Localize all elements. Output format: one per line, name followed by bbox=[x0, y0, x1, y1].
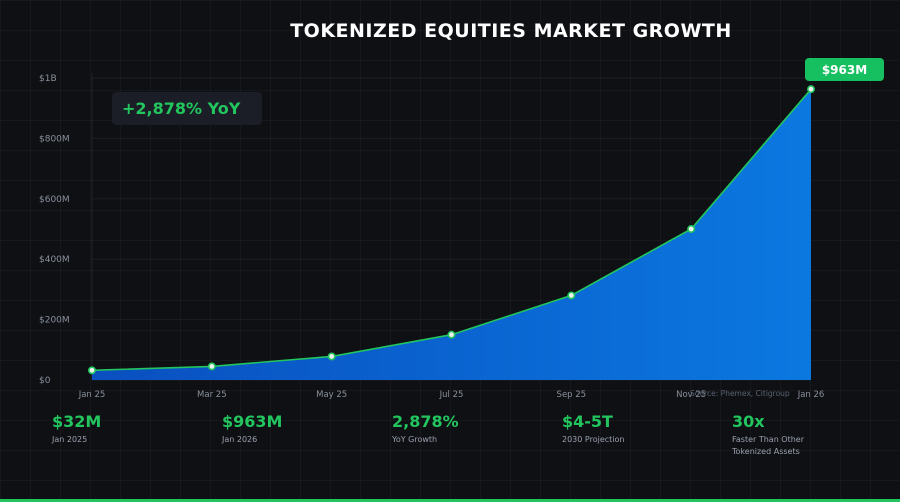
x-tick-label: Jul 25 bbox=[439, 390, 464, 400]
end-value-badge: $963M bbox=[805, 58, 884, 81]
stat-yoy-growth: 2,878% YoY Growth bbox=[392, 412, 482, 446]
data-point bbox=[567, 291, 576, 300]
data-point bbox=[806, 85, 815, 94]
stat-value: $32M bbox=[52, 412, 102, 431]
x-tick-label: Nov 25 bbox=[676, 390, 706, 400]
stat-projection: $4-5T 2030 Projection bbox=[562, 412, 652, 446]
y-tick-label: $800M bbox=[39, 134, 70, 144]
growth-annotation-box: +2,878% YoY bbox=[112, 92, 262, 125]
stat-value: 2,878% bbox=[392, 412, 459, 431]
stat-label: YoY Growth bbox=[392, 435, 438, 444]
y-tick-label: $200M bbox=[39, 316, 70, 326]
y-tick-label: $1B bbox=[39, 74, 57, 84]
stat-start-value: $32M Jan 2025 bbox=[52, 412, 142, 446]
y-tick-label: $0 bbox=[39, 376, 51, 386]
data-point bbox=[207, 362, 216, 371]
x-tick-label: Mar 25 bbox=[197, 390, 227, 400]
data-point bbox=[447, 330, 456, 339]
stat-value: $4-5T bbox=[562, 412, 613, 431]
stat-speed-comparison: 30x Faster Than Other Tokenized Assets bbox=[732, 412, 822, 458]
stat-value: 30x bbox=[732, 412, 765, 431]
stat-label: 2030 Projection bbox=[562, 435, 625, 444]
x-tick-label: Sep 25 bbox=[557, 390, 587, 400]
stat-end-value: $963M Jan 2026 bbox=[222, 412, 312, 446]
y-tick-label: $600M bbox=[39, 195, 70, 205]
area-fill bbox=[92, 89, 811, 380]
chart-title: TOKENIZED EQUITIES MARKET GROWTH bbox=[290, 20, 732, 42]
data-point bbox=[88, 366, 97, 375]
stat-value: $963M bbox=[222, 412, 283, 431]
stat-label: Faster Than Other Tokenized Assets bbox=[732, 435, 805, 456]
data-point bbox=[327, 352, 336, 361]
x-tick-label: Jan 25 bbox=[78, 390, 106, 400]
source-note: Source: Phemex, Citigroup bbox=[690, 389, 790, 398]
stat-label: Jan 2026 bbox=[222, 435, 258, 444]
stat-label: Jan 2025 bbox=[52, 435, 88, 444]
data-point bbox=[687, 225, 696, 234]
x-tick-label: May 25 bbox=[316, 390, 347, 400]
accent-bottom-bar bbox=[0, 499, 900, 502]
y-tick-label: $400M bbox=[39, 255, 70, 265]
x-tick-label: Jan 26 bbox=[797, 390, 825, 400]
